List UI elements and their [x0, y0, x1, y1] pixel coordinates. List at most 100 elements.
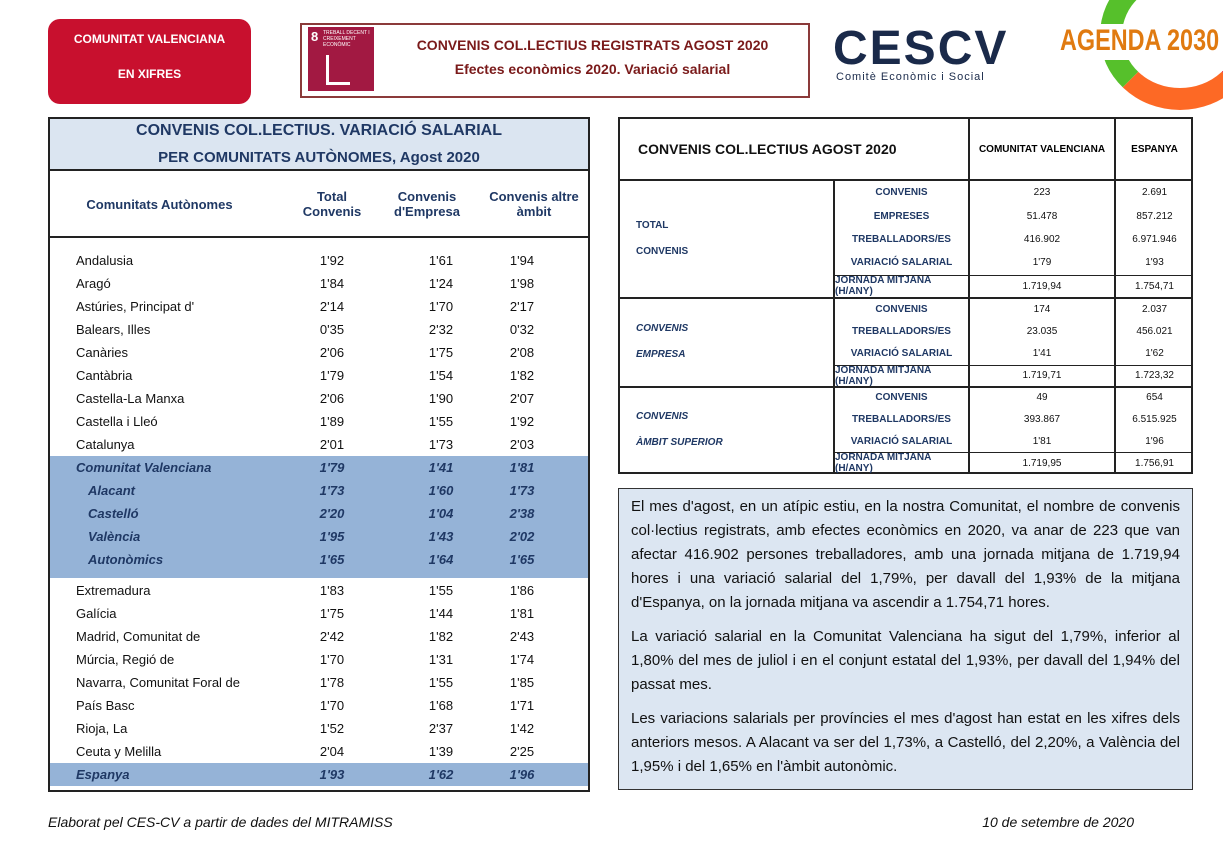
cell-value: 2'43	[509, 628, 535, 644]
row-label: JORNADA MITJANA (H/ANY)	[835, 364, 931, 387]
badge-line: COMUNITAT VALENCIANA	[73, 32, 226, 46]
highlight-band	[50, 762, 588, 786]
cell-value: 2'01	[319, 436, 345, 452]
right-title: CONVENIS COL.LECTIUS AGOST 2020	[638, 141, 897, 157]
header-subtitle: Efectes econòmics 2020. Variació salaria…	[454, 61, 731, 77]
cell-value: 1'92	[509, 413, 535, 429]
cell-value: 1'41	[1032, 348, 1052, 360]
cell-value: 2'08	[509, 344, 535, 360]
cell-value: 2'37	[428, 720, 454, 736]
cell-value: 1'42	[509, 720, 535, 736]
agenda-logo: AGENDA 2030	[1060, 24, 1219, 60]
cell-value: 1'81	[509, 605, 535, 621]
cell-value: 1'64	[428, 551, 454, 567]
cell-value: 2'42	[319, 628, 345, 644]
left-table	[48, 117, 590, 792]
cell-value: 1.756,91	[1135, 457, 1174, 469]
column-header: COMUNITAT VALENCIANA	[978, 143, 1106, 155]
cell-value: 1'65	[509, 551, 535, 567]
cell-value: 1'82	[428, 628, 454, 644]
cell-value: 1'85	[509, 674, 535, 690]
cell-value: 2'04	[319, 743, 345, 759]
cell-value: 857.212	[1136, 210, 1173, 222]
cell-value: 2.037	[1141, 303, 1168, 315]
block-label: TOTAL	[636, 220, 669, 231]
cell-value: 416.902	[1023, 233, 1061, 245]
cell-value: 2'02	[509, 528, 535, 544]
footer-source: Elaborat pel CES-CV a partir de dades de…	[48, 814, 393, 830]
cell-value: 6.971.946	[1132, 233, 1177, 245]
left-title-bg	[50, 119, 588, 171]
cell-value: 1'65	[319, 551, 345, 567]
cell-value: 2'25	[509, 743, 535, 759]
row-label: Autonòmics	[88, 551, 164, 567]
cell-value: 2'14	[319, 298, 345, 314]
cell-value: 2.691	[1141, 187, 1168, 199]
cell-value: 1'96	[509, 766, 535, 782]
logo-subtitle: Comitè Econòmic i Social	[836, 71, 985, 83]
row-label: VARIACIÓ SALARIAL	[850, 435, 953, 447]
cell-value: 1.754,71	[1135, 280, 1174, 292]
badge	[48, 19, 251, 104]
rule	[618, 297, 1193, 299]
cell-value: 1'75	[428, 344, 454, 360]
row-label: TREBALLADORS/ES	[852, 414, 951, 426]
rule	[833, 181, 835, 474]
row-label: Rioja, La	[76, 720, 128, 736]
column-header: Convenis altre àmbit	[489, 189, 579, 219]
footer-date: 10 de setembre de 2020	[982, 814, 1134, 830]
cell-value: 1'96	[1145, 435, 1164, 447]
cell-value: 1'70	[319, 697, 345, 713]
cell-value: 1'71	[509, 697, 535, 713]
row-label: Astúries, Principat d'	[76, 298, 195, 314]
block-label: CONVENIS	[636, 246, 689, 257]
cell-value: 1'44	[428, 605, 454, 621]
column-header: ESPANYA	[1131, 143, 1178, 155]
row-label: Aragó	[76, 275, 111, 291]
cell-value: 1'04	[428, 505, 454, 521]
row-label: VARIACIÓ SALARIAL	[850, 348, 953, 360]
cell-value: 2'20	[319, 505, 345, 521]
row-label: Castella-La Manxa	[76, 390, 185, 406]
row-label: Comunitat Valenciana	[76, 459, 212, 475]
cell-value: 1'55	[428, 413, 454, 429]
cell-value: 1'70	[428, 298, 454, 314]
row-label: Cantàbria	[76, 367, 133, 383]
row-label: Castella i Lleó	[76, 413, 158, 429]
cell-value: 2'03	[509, 436, 535, 452]
cell-value: 1'79	[319, 367, 345, 383]
cell-value: 1'62	[1145, 348, 1164, 360]
cell-value: 1'93	[1145, 257, 1164, 269]
row-label: Andalusia	[76, 252, 134, 268]
cell-value: 1'55	[428, 674, 454, 690]
cell-value: 51.478	[1026, 210, 1058, 222]
rule	[835, 452, 1193, 454]
paragraph: Les variacions salarials per províncies …	[631, 710, 1180, 775]
row-label: País Basc	[76, 697, 135, 713]
rule	[618, 179, 1193, 181]
cell-value: 2'17	[509, 298, 535, 314]
block-label: CONVENIS	[636, 411, 689, 422]
cell-value: 654	[1146, 392, 1163, 404]
row-label: Alacant	[88, 482, 135, 498]
cell-value: 1'93	[319, 766, 345, 782]
cell-value: 23.035	[1026, 325, 1058, 337]
row-label: TREBALLADORS/ES	[852, 325, 951, 337]
cell-value: 0'35	[319, 321, 345, 337]
left-title: PER COMUNITATS AUTÒNOMES, Agost 2020	[158, 149, 480, 166]
text-box: El mes d'agost, en un atípic estiu, en l…	[618, 488, 1193, 790]
cell-value: 1'83	[319, 582, 345, 598]
cell-value: 1'60	[428, 482, 454, 498]
cell-value: 1'81	[1032, 435, 1052, 447]
row-label: Extremadura	[76, 582, 151, 598]
block-label: CONVENIS	[636, 323, 689, 334]
row-label: Espanya	[76, 766, 130, 782]
cell-value: 2'32	[428, 321, 454, 337]
cell-value: 1'95	[319, 528, 345, 544]
cell-value: 1'78	[319, 674, 345, 690]
cell-value: 1'39	[428, 743, 454, 759]
cell-value: 174	[1033, 303, 1051, 315]
cell-value: 2'06	[319, 390, 345, 406]
right-table	[618, 117, 1193, 474]
cell-value: 1'61	[428, 252, 454, 268]
